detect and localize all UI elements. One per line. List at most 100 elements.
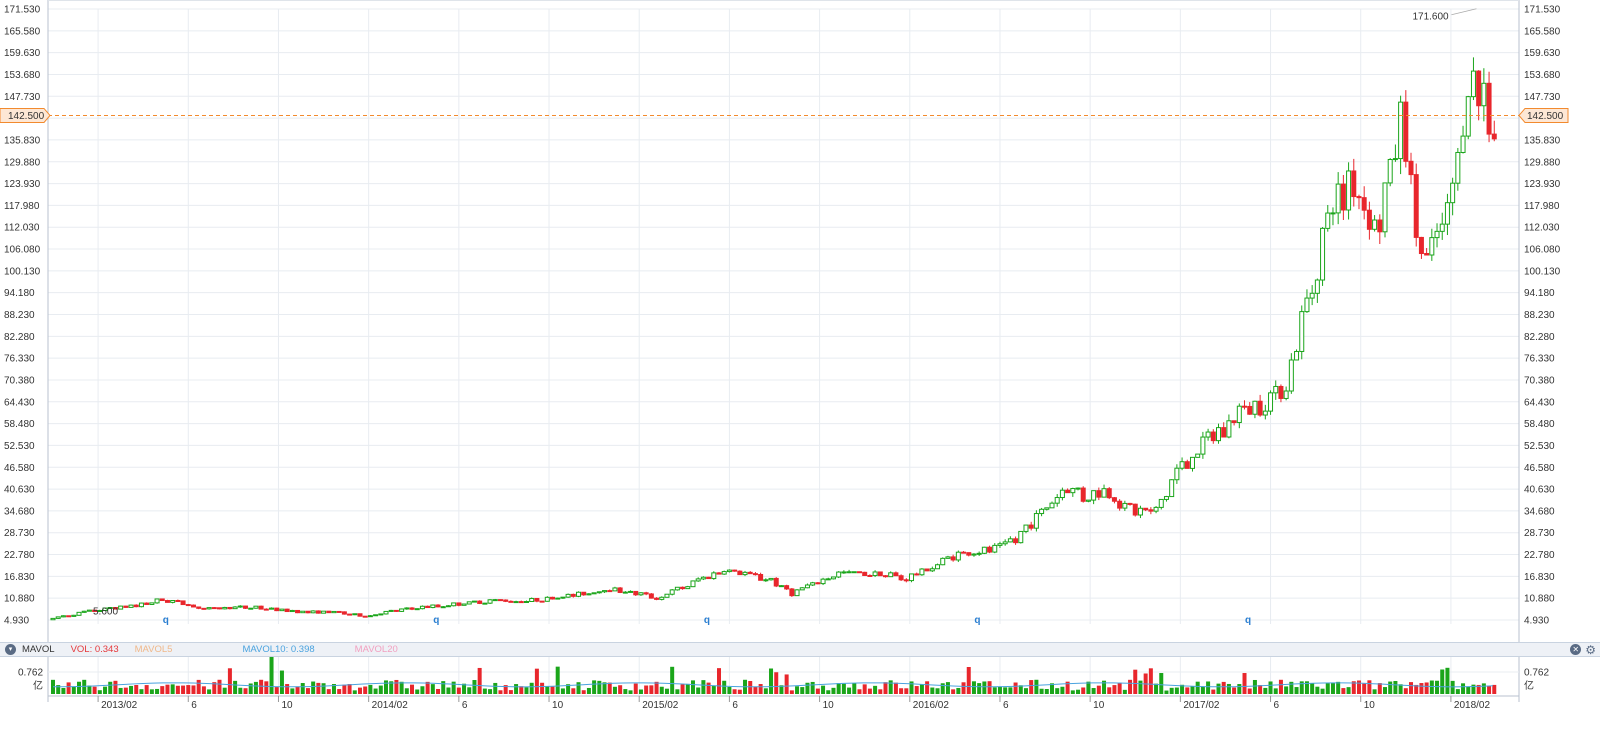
volume-bar <box>1232 687 1237 694</box>
volume-bar <box>1315 686 1320 694</box>
volume-bar <box>597 680 602 694</box>
candle-body <box>404 607 410 610</box>
y-tick-label-left: 28.730 <box>4 528 35 539</box>
candle-body <box>1221 427 1227 438</box>
volume-bar <box>1034 679 1039 694</box>
volume-bar <box>394 679 399 694</box>
volume-bar <box>1174 687 1179 694</box>
volume-bar <box>1455 689 1460 694</box>
volume-bar <box>763 688 768 694</box>
candle-body <box>654 597 660 600</box>
volume-bar <box>1029 680 1034 694</box>
candle-body <box>856 571 862 574</box>
volume-bar <box>1377 683 1382 694</box>
volume-bar <box>841 683 846 694</box>
volume-bar <box>1346 687 1351 694</box>
volume-bar <box>893 682 898 694</box>
candle-body <box>388 609 394 612</box>
volume-bar <box>940 683 945 694</box>
volume-bar <box>1023 688 1028 694</box>
candle-body <box>1143 507 1149 511</box>
candle-body <box>799 587 805 591</box>
candle-body <box>909 573 915 582</box>
volume-bar <box>238 687 243 694</box>
volume-bar <box>560 688 565 694</box>
volume-bar <box>1070 690 1075 694</box>
y-tick-label-left: 40.630 <box>4 485 35 496</box>
close-icon[interactable]: ✕ <box>1570 644 1582 655</box>
candle-body <box>1205 431 1211 438</box>
candle-body <box>700 576 706 580</box>
volume-bar <box>1419 683 1424 694</box>
grid-lines <box>47 0 1520 702</box>
volume-bar <box>789 690 794 694</box>
candle-body <box>321 610 327 614</box>
volume-bar <box>1471 684 1476 694</box>
candle-body <box>1013 538 1019 544</box>
volume-bar <box>456 687 461 694</box>
volume-bar <box>1435 680 1440 694</box>
candle-body <box>830 576 836 580</box>
volume-bar <box>305 688 310 694</box>
volume-bar <box>1393 681 1398 694</box>
candle-body <box>607 590 613 593</box>
x-tick-label: 2013/02 <box>101 700 138 711</box>
volume-bar <box>316 682 321 694</box>
candle-body <box>66 615 72 618</box>
gear-icon[interactable]: ⚙ <box>1585 642 1596 657</box>
candle-body <box>1335 183 1341 214</box>
volume-bar <box>873 685 878 694</box>
candle-body <box>1273 385 1279 394</box>
volume-bar <box>399 681 404 694</box>
indicator-name[interactable]: MAVOL <box>22 644 55 655</box>
candle-body <box>1470 70 1476 98</box>
y-tick-label-left: 135.830 <box>4 135 41 146</box>
candle-body <box>138 602 144 608</box>
volume-bar <box>1180 684 1185 694</box>
volume-bar <box>337 689 342 694</box>
candle-body <box>378 613 384 616</box>
volume-bar <box>1294 687 1299 694</box>
candle-body <box>1247 405 1253 415</box>
candle-body <box>149 602 155 605</box>
candle-body <box>503 599 509 602</box>
volume-bar <box>212 682 217 694</box>
y-tick-label-left: 129.880 <box>4 157 41 168</box>
candle-body <box>732 569 738 572</box>
y-tick-label-right: 135.830 <box>1524 135 1561 146</box>
volume-bar <box>1076 689 1081 694</box>
volume-bar <box>555 666 560 694</box>
volume-bar <box>576 682 581 694</box>
volume-bar <box>1299 681 1304 694</box>
candle-body <box>1242 405 1248 408</box>
volume-bar <box>1409 682 1414 694</box>
candle-body <box>726 569 732 573</box>
y-tick-label-right: 106.080 <box>1524 245 1561 256</box>
x-tick-label: 6 <box>732 700 738 711</box>
candle-body <box>222 606 228 610</box>
candle-body <box>128 604 134 608</box>
indicator-toggle-icon[interactable]: ▾ <box>5 644 16 655</box>
volume-bar <box>1414 684 1419 694</box>
y-tick-label-left: 16.830 <box>4 572 35 583</box>
candle-body <box>497 599 503 602</box>
volume-bar <box>1013 682 1018 694</box>
candle-body <box>50 617 56 621</box>
candle-body <box>1054 497 1060 504</box>
volume-bar <box>1476 684 1481 694</box>
volume-bar <box>1367 680 1372 694</box>
mavol5-label: MAVOL5 <box>134 644 173 655</box>
candle-body <box>940 557 946 566</box>
candle-body <box>581 591 587 596</box>
volume-bar <box>1341 688 1346 694</box>
candle-body <box>914 573 920 576</box>
candle-body <box>357 613 363 617</box>
volume-bar <box>1351 681 1356 694</box>
candle-body <box>976 552 982 555</box>
volume-bar <box>1091 688 1096 694</box>
volume-bar <box>321 683 326 694</box>
volume-bar <box>248 683 253 694</box>
candle-body <box>1137 507 1143 516</box>
